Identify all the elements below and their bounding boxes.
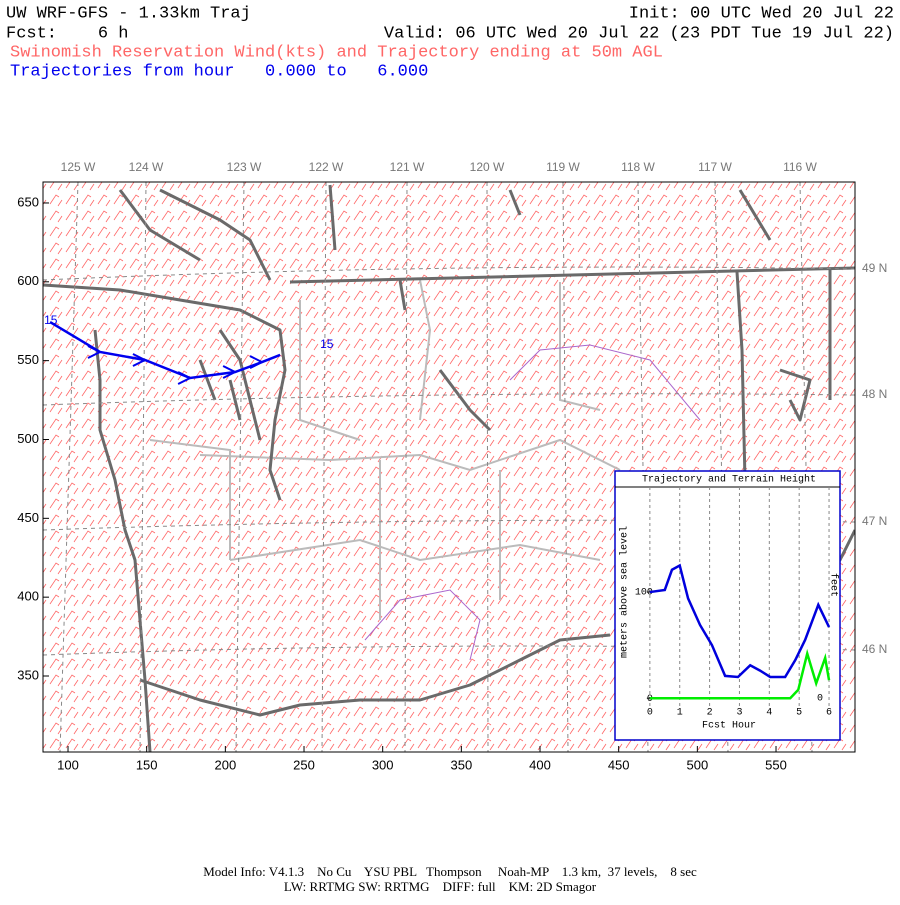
- x-tick-label: 200: [214, 757, 236, 772]
- inset-y-label: meters above sea level: [619, 526, 631, 658]
- x-tick-label: 150: [136, 757, 158, 772]
- x-tick-label: 3: [736, 708, 742, 719]
- series-line: [649, 563, 831, 679]
- latitude-label: 46 N: [862, 642, 887, 656]
- x-tick-label: 500: [686, 757, 708, 772]
- trajectory-arrow: [249, 355, 265, 369]
- latitude-label: 48 N: [862, 387, 887, 401]
- footer-line1: Model Info: V4.1.3 No Cu YSU PBL Thompso…: [203, 864, 697, 879]
- y-tick-label: 350: [17, 667, 39, 682]
- footer-line2: LW: RRTMG SW: RRTMG DIFF: full KM: 2D Sm…: [284, 879, 597, 894]
- fcst: Fcst: 6 h: [6, 24, 128, 43]
- y-tick-label: 600: [17, 273, 39, 288]
- latitude-label: 47 N: [862, 514, 887, 528]
- inset-y2-label: feet: [827, 573, 839, 597]
- trajectory-arrow: [132, 353, 148, 367]
- y-tick-label: 550: [17, 352, 39, 367]
- longitude-label: 117 W: [698, 160, 732, 174]
- subtitle: Swinomish Reservation Wind(kts) and Traj…: [10, 43, 663, 62]
- x-tick-label: 550: [765, 757, 787, 772]
- trajectory-hours: Trajectories from hour 0.000 to 6.000: [10, 62, 428, 81]
- title: UW WRF-GFS - 1.33km Traj: [6, 4, 251, 23]
- trajectory-arrow: [222, 365, 238, 379]
- longitude-label: 125 W: [61, 160, 96, 174]
- inset-x-label: Fcst Hour: [702, 721, 756, 732]
- y2-tick-label: 0: [817, 694, 823, 705]
- valid: Valid: 06 UTC Wed 20 Jul 22 (23 PDT Tue …: [384, 24, 894, 43]
- trajectory-label: 15: [44, 313, 58, 327]
- x-tick-label: 250: [293, 757, 315, 772]
- y-tick-label: 450: [17, 510, 39, 525]
- init: Init: 00 UTC Wed 20 Jul 22: [629, 4, 894, 23]
- longitude-label: 120 W: [470, 160, 505, 174]
- x-tick-label: 400: [529, 757, 551, 772]
- x-tick-label: 0: [647, 708, 653, 719]
- longitude-label: 119 W: [546, 160, 580, 174]
- trajectory-arrow: [177, 371, 193, 385]
- longitude-label: 121 W: [390, 160, 425, 174]
- trajectory-label: 15: [320, 337, 334, 351]
- y-tick-label: 650: [17, 194, 39, 209]
- x-tick-label: 450: [608, 757, 630, 772]
- rivers: [364, 344, 701, 661]
- series-line: [649, 648, 831, 700]
- x-tick-label: 350: [450, 757, 472, 772]
- y-tick-label: 100: [635, 588, 653, 599]
- x-tick-label: 100: [57, 757, 79, 772]
- map-overlay: 100 150 200 250 300 350 400 450 500 5503504004505…: [17, 160, 887, 772]
- x-tick-label: 5: [796, 708, 802, 719]
- x-tick-label: 300: [372, 757, 394, 772]
- trajectory-arrow: [87, 345, 103, 359]
- longitude-label: 123 W: [227, 160, 262, 174]
- inset-title: Trajectory and Terrain Height: [642, 474, 816, 486]
- borders: [149, 279, 621, 620]
- longitude-label: 118 W: [621, 160, 655, 174]
- x-tick-label: 6: [826, 708, 832, 719]
- y-tick-label: 500: [17, 431, 39, 446]
- y-tick-label: 400: [17, 589, 39, 604]
- inset-frame: [614, 470, 841, 741]
- x-tick-label: 2: [707, 708, 713, 719]
- coastlines: [43, 184, 855, 752]
- map-frame: [42, 181, 856, 753]
- longitude-label: 124 W: [129, 160, 164, 174]
- x-tick-label: 4: [766, 708, 772, 719]
- latitude-label: 49 N: [862, 261, 887, 275]
- y-tick-label: 0: [647, 694, 653, 705]
- longitude-label: 122 W: [309, 160, 344, 174]
- x-tick-label: 1: [677, 708, 683, 719]
- longitude-label: 116 W: [783, 160, 817, 174]
